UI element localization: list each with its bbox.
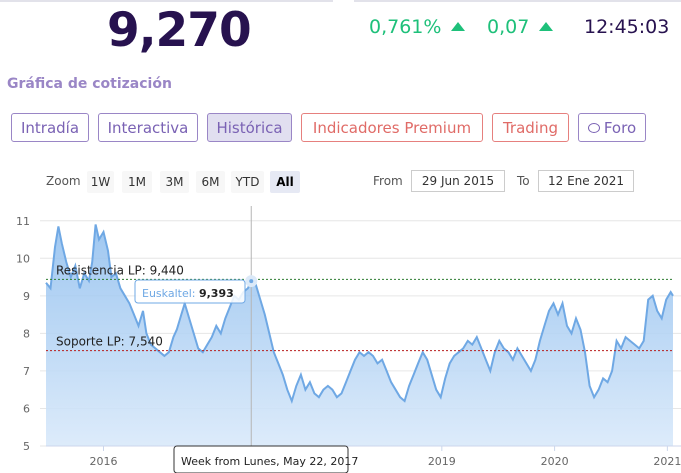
range-to-label: To bbox=[517, 174, 530, 188]
arrow-up-icon bbox=[451, 22, 466, 31]
range-from-input[interactable]: 29 Jun 2015 bbox=[411, 170, 505, 192]
x-tick-label: 2021 bbox=[653, 455, 681, 468]
quote-divider bbox=[354, 0, 681, 2]
arrow-up-icon bbox=[539, 22, 554, 31]
tab-label: Indicadores Premium bbox=[312, 118, 472, 137]
reference-line-label: Resistencia LP: 9,440 bbox=[56, 263, 184, 277]
zoom-all-button[interactable]: All bbox=[270, 171, 300, 193]
tab-historica[interactable]: Histórica bbox=[207, 113, 292, 142]
tab-intradia[interactable]: Intradía bbox=[11, 113, 89, 142]
reference-lines: Resistencia LP: 9,440 Soporte LP: 7,540 bbox=[46, 263, 673, 352]
chat-bubble-icon bbox=[587, 122, 600, 133]
x-axis: 2016 2019 2020 2021 bbox=[46, 445, 681, 468]
y-tick-label: 5 bbox=[23, 440, 30, 453]
tab-interactiva[interactable]: Interactiva bbox=[98, 113, 198, 142]
change-percent-value: 0,761% bbox=[369, 16, 442, 38]
hover-point bbox=[245, 275, 258, 288]
y-tick-label: 6 bbox=[23, 402, 30, 415]
section-title: Gráfica de cotización bbox=[7, 76, 172, 92]
reference-line-label: Soporte LP: 7,540 bbox=[56, 335, 163, 349]
tooltip-value: 9,393 bbox=[199, 287, 234, 300]
change-absolute-value: 0,07 bbox=[487, 16, 530, 38]
y-tick-label: 10 bbox=[16, 252, 30, 265]
change-percent: 0,761% bbox=[369, 16, 466, 38]
tab-label: Foro bbox=[603, 118, 637, 137]
y-tick-label: 7 bbox=[23, 365, 30, 378]
x-tooltip: Week from Lunes, May 22, 2017 bbox=[173, 445, 358, 473]
x-tick-label: 2019 bbox=[428, 455, 456, 468]
tab-trading[interactable]: Trading bbox=[492, 113, 569, 142]
zoom-label: Zoom bbox=[46, 174, 81, 188]
price-line bbox=[45, 224, 674, 405]
zoom-3m-button[interactable]: 3M bbox=[160, 171, 189, 193]
tab-label: Interactiva bbox=[107, 118, 189, 137]
y-tick-label: 11 bbox=[16, 215, 30, 228]
last-price: 9,270 bbox=[107, 3, 252, 58]
svg-text:Euskaltel: 9,393: Euskaltel: 9,393 bbox=[142, 287, 234, 300]
y-tick-label: 9 bbox=[23, 290, 30, 303]
range-from-label: From bbox=[373, 174, 403, 188]
tooltip-series: Euskaltel bbox=[142, 287, 192, 300]
price-chart[interactable]: 5 6 7 8 9 10 11 Resistencia LP: 9,440 Soporte L… bbox=[0, 200, 681, 473]
quote-time: 12:45:03 bbox=[584, 16, 670, 38]
tab-label: Trading bbox=[502, 118, 559, 137]
x-tooltip-label: Week from Lunes, May 22, 2017 bbox=[181, 455, 358, 468]
range-to-input[interactable]: 12 Ene 2021 bbox=[538, 170, 634, 192]
y-axis-labels: 5 6 7 8 9 10 11 bbox=[16, 215, 30, 453]
zoom-6m-button[interactable]: 6M bbox=[196, 171, 225, 193]
x-tick-label: 2016 bbox=[90, 455, 118, 468]
zoom-1m-button[interactable]: 1M bbox=[122, 171, 152, 193]
zoom-ytd-button[interactable]: YTD bbox=[231, 171, 264, 193]
tab-label: Histórica bbox=[216, 118, 283, 137]
change-absolute: 0,07 bbox=[487, 16, 554, 38]
tooltip: Euskaltel: 9,393 bbox=[134, 279, 246, 304]
quote-divider bbox=[0, 0, 333, 2]
quote-bar: 9,270 0,761% 0,07 12:45:03 bbox=[0, 0, 681, 64]
x-tick-label: 2020 bbox=[541, 455, 569, 468]
tab-indicadores-premium[interactable]: Indicadores Premium bbox=[301, 113, 483, 142]
y-tick-label: 8 bbox=[23, 327, 30, 340]
tab-label: Intradía bbox=[20, 118, 80, 137]
tab-foro[interactable]: Foro bbox=[578, 113, 646, 142]
price-area bbox=[46, 224, 673, 446]
zoom-1w-button[interactable]: 1W bbox=[87, 171, 114, 193]
